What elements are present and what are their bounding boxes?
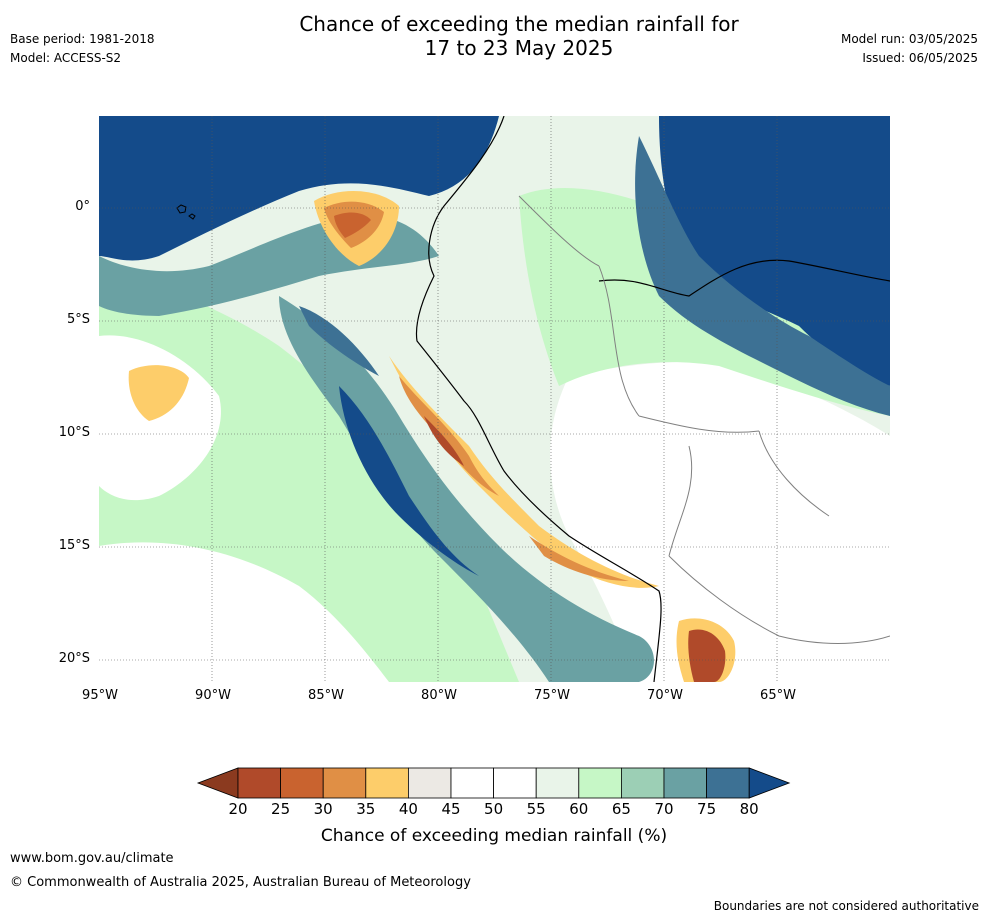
lon-label-80w: 80°W <box>421 688 457 703</box>
colorbar-tick-label: 20 <box>228 800 248 818</box>
lon-label-65w: 65°W <box>760 688 796 703</box>
colorbar-tick-label: 65 <box>611 800 631 818</box>
base-period: Base period: 1981-2018 <box>10 32 155 46</box>
website-url: www.bom.gov.au/climate <box>10 851 174 866</box>
colorbar-segment <box>280 767 324 799</box>
colorbar-label: Chance of exceeding median rainfall (%) <box>320 826 668 846</box>
metadata-right: Model run: 03/05/2025 Issued: 06/05/2025 <box>841 30 978 68</box>
lon-label-75w: 75°W <box>534 688 570 703</box>
region-70-75-coastal-band <box>279 296 654 682</box>
lat-label-15s: 15°S <box>58 538 90 553</box>
colorbar-tick-label: 25 <box>271 800 291 818</box>
colorbar-tick-label: 45 <box>441 800 461 818</box>
region-25-north-blob <box>334 212 371 238</box>
lat-label-0: 0° <box>75 199 90 214</box>
lon-label-95w: 95°W <box>82 688 118 703</box>
region-25-30-south <box>688 629 726 682</box>
metadata-left: Base period: 1981-2018 Model: ACCESS-S2 <box>10 30 155 68</box>
region-80-plus-north <box>99 116 499 261</box>
lon-label-70w: 70°W <box>647 688 683 703</box>
colorbar-segment <box>450 767 494 799</box>
region-80-plus-coastal <box>339 386 479 576</box>
colorbar-segment <box>578 767 622 799</box>
amazon-river <box>598 259 890 297</box>
region-30-35-south-coast <box>529 536 629 581</box>
map-gridlines <box>99 116 890 682</box>
colorbar-segment <box>322 767 367 799</box>
colorbar-segment <box>237 767 281 799</box>
disclaimer-text: Boundaries are not considered authoritat… <box>713 899 979 913</box>
region-25-30-coast <box>424 416 464 466</box>
galapagos-islands <box>176 204 196 220</box>
model-name: Model: ACCESS-S2 <box>10 51 122 65</box>
colorbar-arrow-high <box>748 767 791 799</box>
title-line-1: Chance of exceeding the median rainfall … <box>299 12 739 36</box>
colorbar-tick-label: 55 <box>526 800 546 818</box>
colorbar <box>196 767 791 799</box>
colorbar-segment <box>493 767 537 799</box>
south-america-coastline <box>415 116 662 682</box>
title-line-2: 17 to 23 May 2025 <box>424 36 614 60</box>
colorbar-tick-label: 35 <box>356 800 376 818</box>
colorbar-tick-label: 40 <box>398 800 418 818</box>
issued-date: Issued: 06/05/2025 <box>862 51 978 65</box>
lat-label-20s: 20°S <box>58 651 90 666</box>
chart-title: Chance of exceeding the median rainfall … <box>0 12 988 60</box>
lat-label-10s: 10°S <box>58 425 90 440</box>
colorbar-tick-label: 60 <box>569 800 589 818</box>
region-35-40-west <box>128 365 189 421</box>
country-borders <box>518 195 890 644</box>
colorbar-segments <box>196 767 791 799</box>
colorbar-arrow-low <box>196 767 239 799</box>
land-white <box>550 361 890 682</box>
colorbar-tick-label: 75 <box>697 800 717 818</box>
colorbar-tick-label: 70 <box>654 800 674 818</box>
region-white-south <box>99 542 389 682</box>
colorbar-tick-label: 80 <box>739 800 759 818</box>
rainfall-map <box>99 116 890 682</box>
region-80-plus-northeast <box>659 116 890 386</box>
region-30-35-coast <box>399 376 499 496</box>
lon-label-90w: 90°W <box>195 688 231 703</box>
colorbar-segment <box>620 767 665 799</box>
colorbar-segment <box>706 767 750 799</box>
colorbar-segment <box>535 767 580 799</box>
model-run-date: Model run: 03/05/2025 <box>840 32 978 46</box>
colorbar-segment <box>663 767 707 799</box>
lon-label-85w: 85°W <box>308 688 344 703</box>
region-75-80-coastal <box>299 306 379 376</box>
colorbar-tick-label: 50 <box>484 800 504 818</box>
colorbar-segment <box>365 767 409 799</box>
copyright-text: © Commonwealth of Australia 2025, Austra… <box>10 875 471 890</box>
colorbar-tick-label: 30 <box>313 800 333 818</box>
colorbar-segment <box>407 767 452 799</box>
region-75-northeast <box>635 136 890 416</box>
lat-label-5s: 5°S <box>66 312 90 327</box>
